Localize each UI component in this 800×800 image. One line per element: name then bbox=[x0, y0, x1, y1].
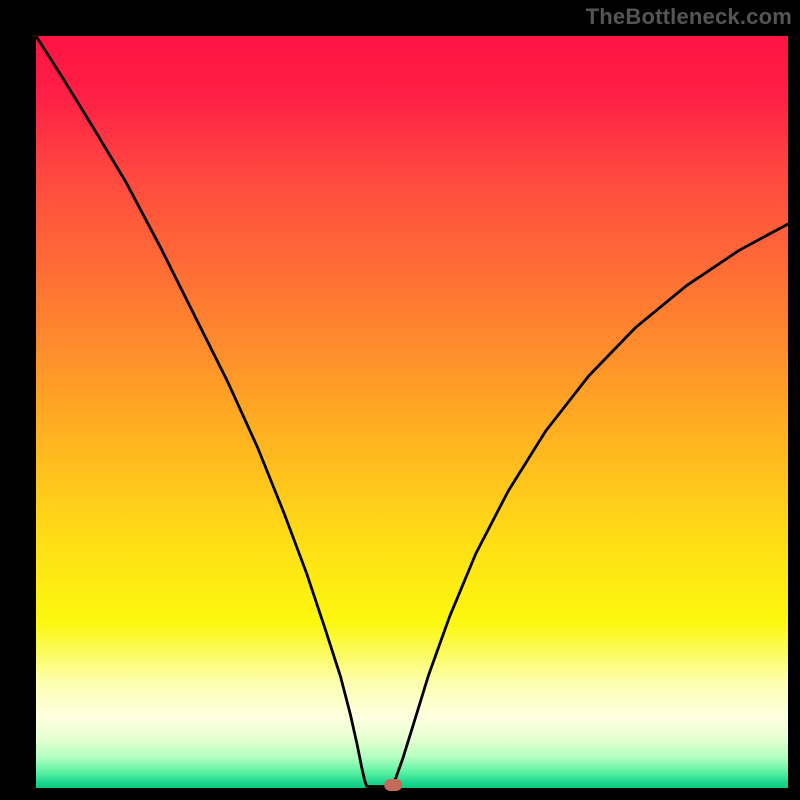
chart-stage: TheBottleneck.com bbox=[0, 0, 800, 800]
bottleneck-chart bbox=[0, 0, 800, 800]
plot-background bbox=[36, 36, 788, 788]
watermark-text: TheBottleneck.com bbox=[586, 4, 792, 30]
optimum-marker bbox=[384, 779, 402, 791]
